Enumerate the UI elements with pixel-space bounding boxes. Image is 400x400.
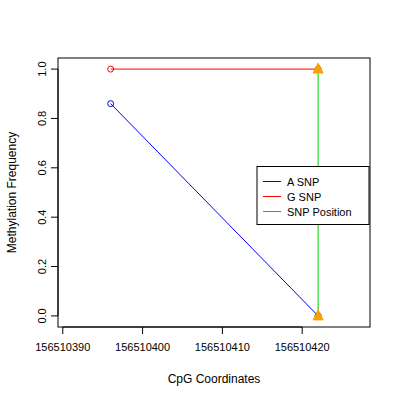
x-tick	[142, 327, 143, 334]
x-tick-label: 156510390	[35, 341, 90, 353]
x-tick-label: 156510420	[275, 341, 330, 353]
y-tick-label: 1.0	[36, 61, 48, 76]
triangle-marker	[313, 63, 323, 73]
x-tick	[302, 327, 303, 334]
x-tick-label: 156510400	[115, 341, 170, 353]
plot-frame	[58, 58, 370, 327]
legend-swatch	[263, 196, 281, 197]
y-tick-label: 0.6	[36, 160, 48, 175]
y-axis-line	[58, 69, 59, 316]
legend-label: A SNP	[287, 176, 319, 188]
legend-swatch	[263, 211, 281, 212]
circle-marker	[108, 101, 114, 107]
legend-label: G SNP	[287, 191, 321, 203]
plot-data	[108, 63, 323, 320]
circle-marker	[108, 66, 114, 72]
y-axis-title: Methylation Frequency	[5, 132, 19, 253]
y-tick	[51, 118, 58, 119]
y-tick	[51, 167, 58, 168]
triangle-marker	[313, 310, 323, 320]
x-axis-title: CpG Coordinates	[168, 372, 261, 386]
y-tick-label: 0.4	[36, 210, 48, 225]
y-tick	[51, 217, 58, 218]
legend-swatch	[263, 181, 281, 182]
y-tick-label: 0.0	[36, 308, 48, 323]
x-axis-line	[63, 327, 302, 328]
series-line	[111, 69, 318, 70]
legend-label: SNP Position	[287, 206, 352, 218]
x-tick-label: 156510410	[195, 341, 250, 353]
y-tick-label: 0.8	[36, 111, 48, 126]
legend: A SNP G SNP SNP Position	[257, 167, 369, 225]
y-tick	[51, 315, 58, 316]
chart: 156510390 156510400 156510410 156510420 0.0 0…	[0, 0, 400, 400]
y-tick	[51, 266, 58, 267]
x-tick	[222, 327, 223, 334]
x-tick	[62, 327, 63, 334]
legend-box	[257, 167, 369, 225]
y-tick-label: 0.2	[36, 259, 48, 274]
y-tick	[51, 69, 58, 70]
